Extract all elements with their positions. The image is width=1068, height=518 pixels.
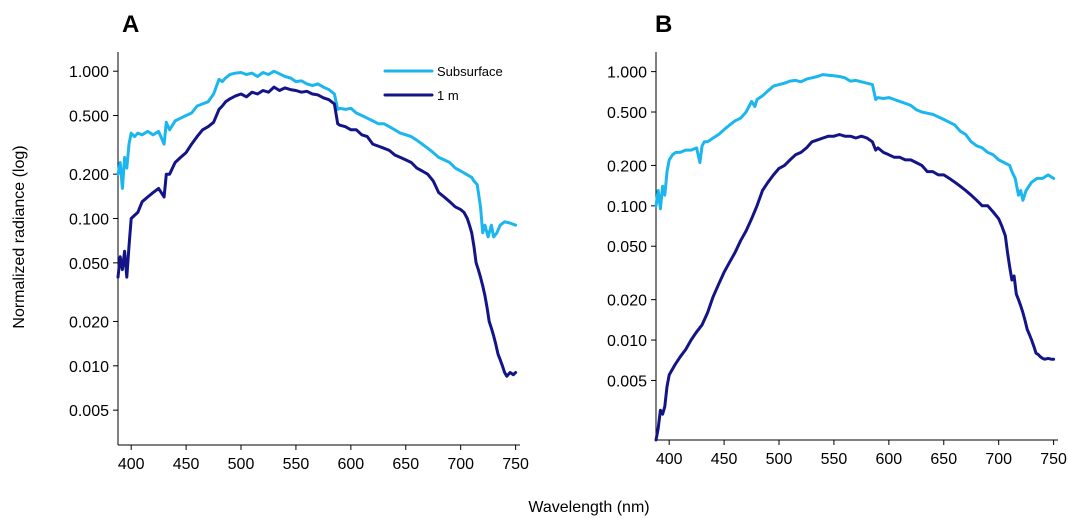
series-line-1-m: [116, 85, 518, 378]
x-tick-label: 600: [338, 456, 365, 473]
series-line-1-m: [654, 133, 1056, 442]
panel-a-series: [116, 69, 518, 378]
x-axis-title: Wavelength (nm): [528, 499, 649, 516]
y-tick-label: 0.100: [607, 199, 647, 216]
y-tick-label: 0.005: [69, 403, 109, 420]
legend-label-subsurface: Subsurface: [437, 64, 503, 79]
legend-label-1m: 1 m: [437, 88, 459, 103]
x-tick-label: 650: [930, 451, 957, 468]
x-tick-label: 650: [392, 456, 419, 473]
x-tick-label: 750: [502, 456, 529, 473]
y-tick-label: 0.010: [607, 333, 647, 350]
x-tick-label: 750: [1040, 451, 1067, 468]
series-line-subsurface: [654, 73, 1056, 211]
x-tick-label: 700: [447, 456, 474, 473]
panel-b-x-ticks: 400 450 500 550 600 650 700 750: [656, 440, 1067, 468]
x-tick-label: 550: [283, 456, 310, 473]
panel-a: A 1.000 0.500 0.200 0.100 0.050 0.020 0.010 0.0…: [69, 11, 529, 473]
y-tick-label: 0.050: [69, 256, 109, 273]
x-tick-label: 400: [118, 456, 145, 473]
panel-b: B 1.000 0.500 0.200 0.100 0.050 0.020 0.010 0.0…: [607, 11, 1067, 468]
y-tick-label: 1.000: [69, 64, 109, 81]
panel-a-label: A: [122, 11, 139, 38]
x-tick-label: 600: [876, 451, 903, 468]
y-tick-label: 0.200: [69, 167, 109, 184]
y-tick-label: 0.500: [69, 109, 109, 126]
panel-b-series: [654, 73, 1056, 442]
x-tick-label: 400: [656, 451, 683, 468]
y-tick-label: 1.000: [607, 65, 647, 82]
x-tick-label: 500: [228, 456, 255, 473]
panel-a-y-ticks: 1.000 0.500 0.200 0.100 0.050 0.020 0.010 0.005: [69, 64, 118, 420]
y-tick-label: 0.005: [607, 373, 647, 390]
x-tick-label: 450: [173, 456, 200, 473]
y-tick-label: 0.050: [607, 239, 647, 256]
y-tick-label: 0.010: [69, 359, 109, 376]
y-tick-label: 0.020: [69, 314, 109, 331]
y-tick-label: 0.500: [607, 105, 647, 122]
x-tick-label: 500: [766, 451, 793, 468]
y-axis-title: Normalized radiance (log): [11, 145, 28, 328]
x-tick-label: 550: [821, 451, 848, 468]
y-tick-label: 0.200: [607, 158, 647, 175]
panel-a-legend: Subsurface 1 m: [383, 64, 503, 103]
panel-b-label: B: [655, 11, 672, 38]
y-tick-label: 0.020: [607, 293, 647, 310]
panel-a-x-ticks: 400 450 500 550 600 650 700 750: [118, 445, 529, 473]
x-tick-label: 450: [711, 451, 738, 468]
x-tick-label: 700: [985, 451, 1012, 468]
y-tick-label: 0.100: [69, 212, 109, 229]
panel-b-y-ticks: 1.000 0.500 0.200 0.100 0.050 0.020 0.010 0.005: [607, 65, 656, 390]
series-line-subsurface: [116, 69, 518, 239]
